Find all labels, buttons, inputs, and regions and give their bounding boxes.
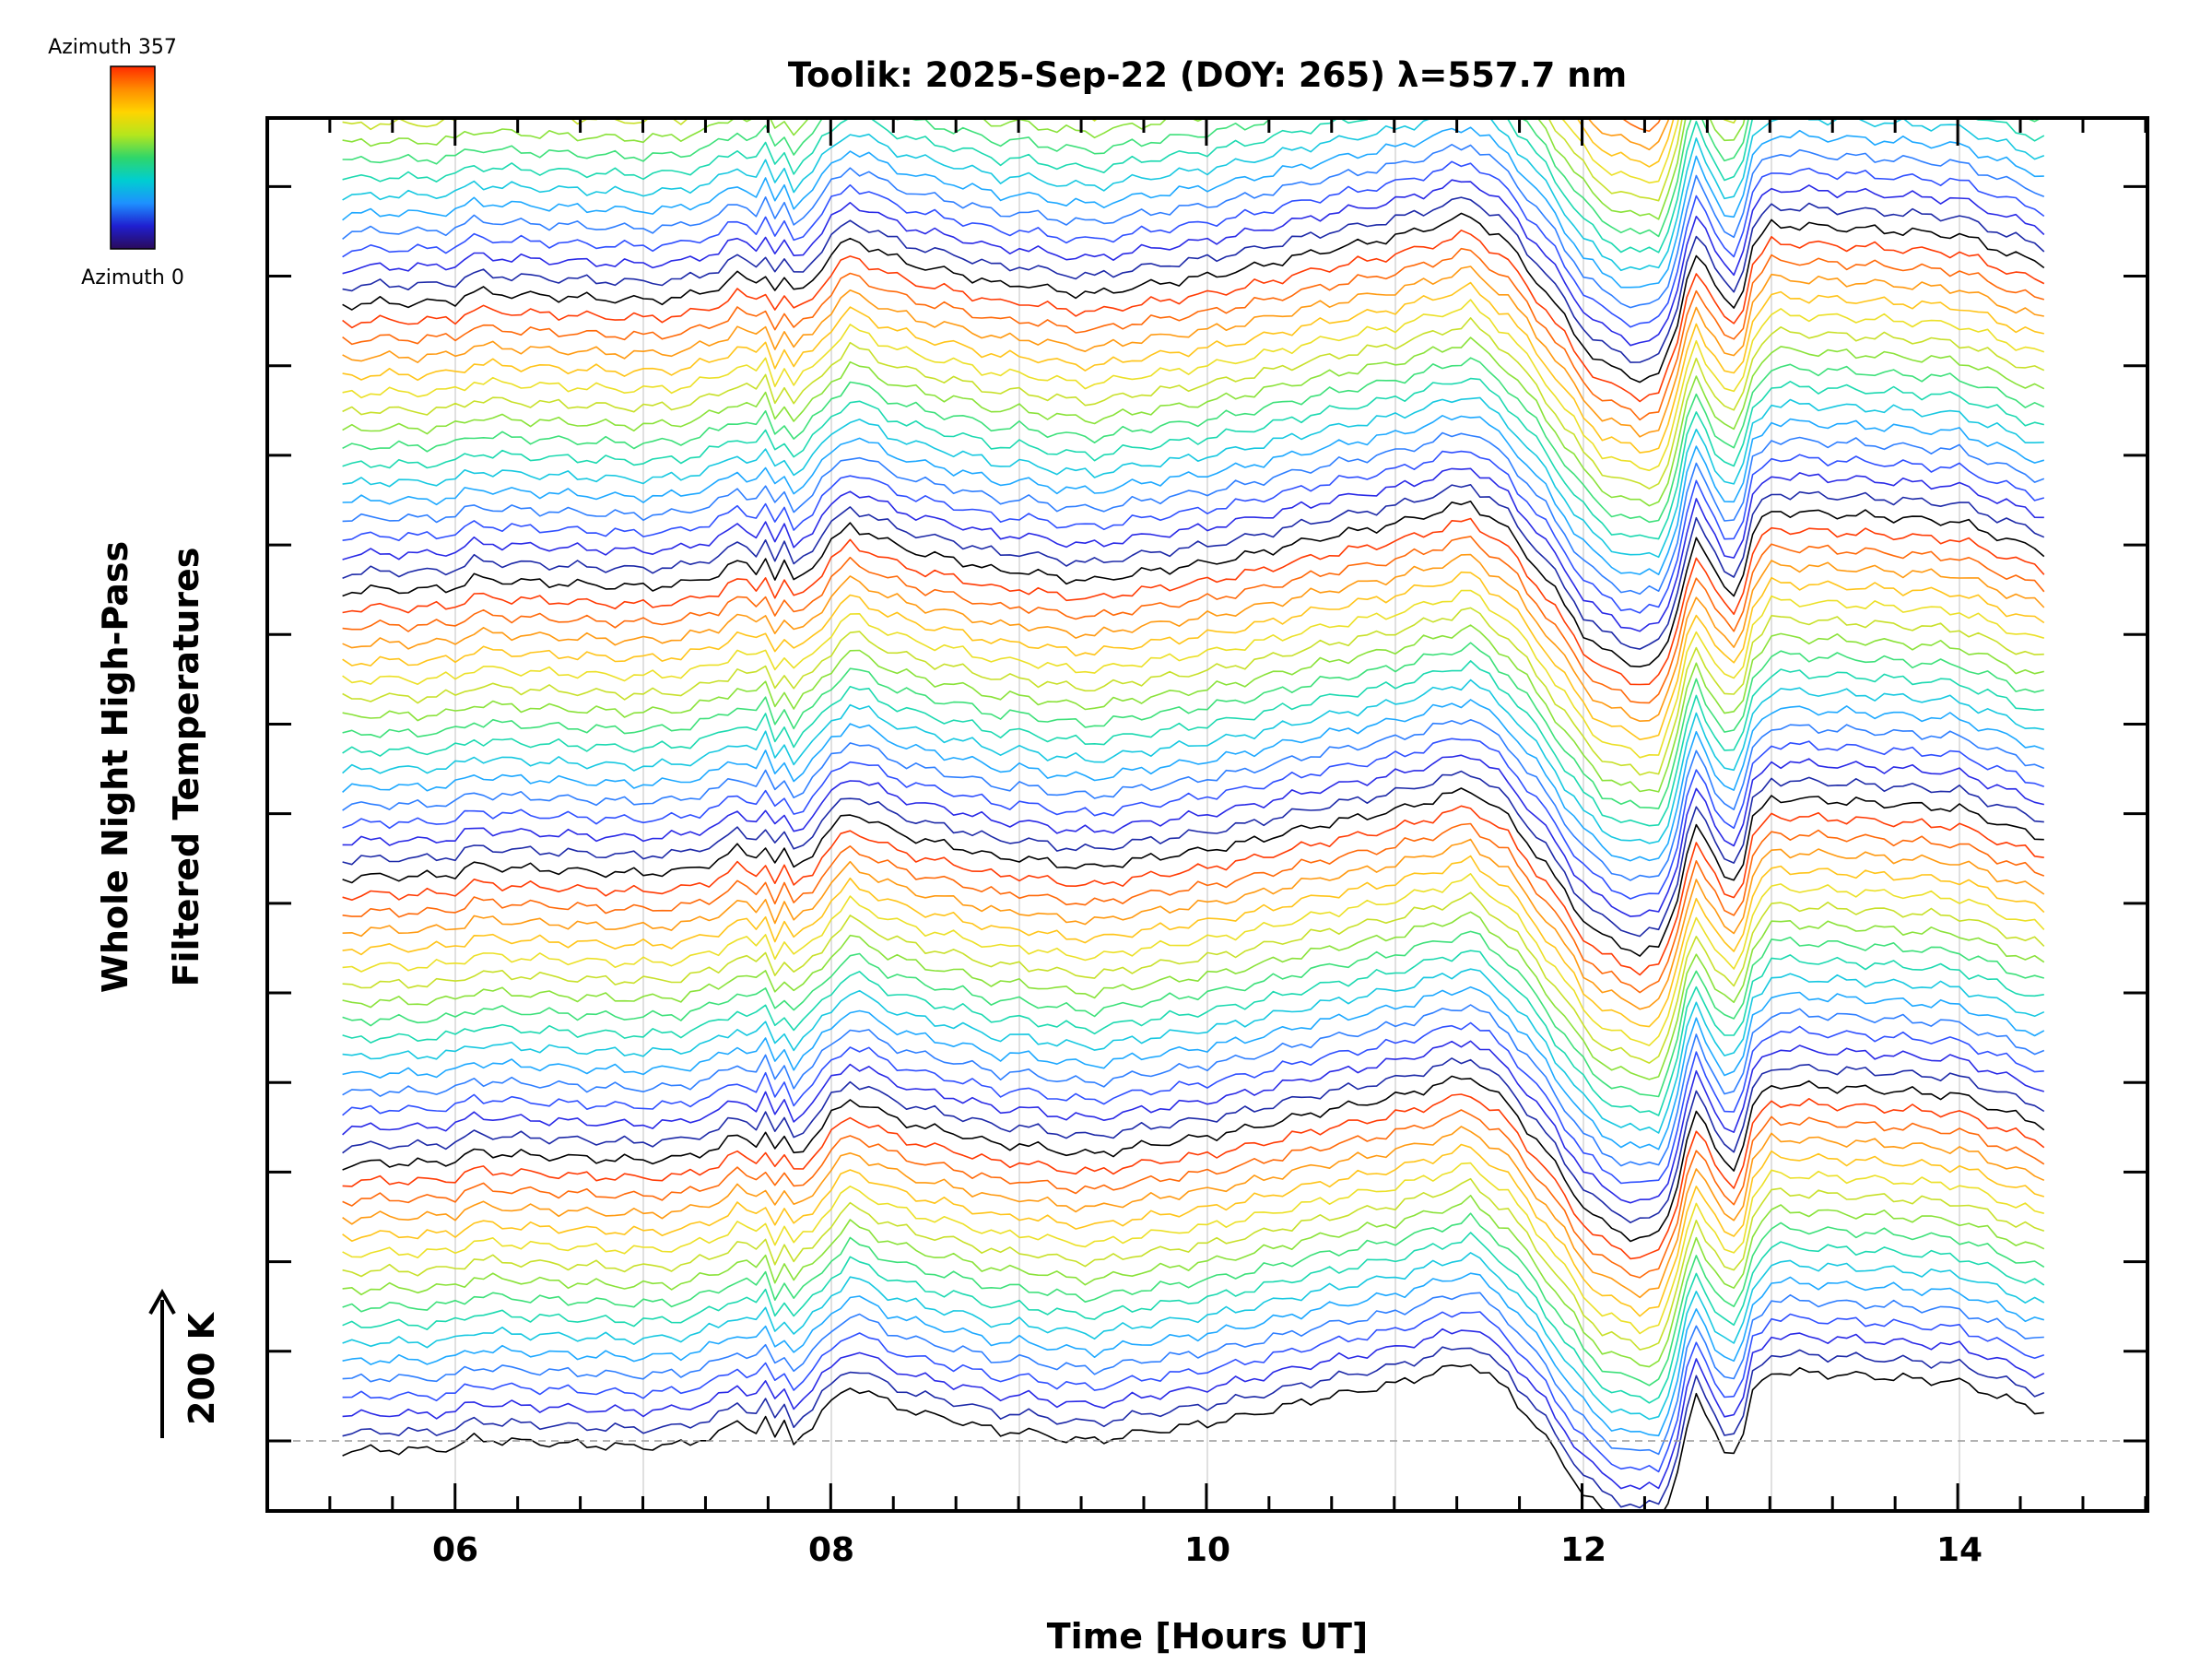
series-line-2 xyxy=(342,1328,2045,1490)
series-line-54 xyxy=(342,396,2044,559)
series-line-8 xyxy=(342,1212,2045,1387)
series-line-38 xyxy=(342,679,2044,844)
series-line-14 xyxy=(342,1109,2045,1279)
series-line-28 xyxy=(342,855,2045,1028)
series-line-56 xyxy=(342,357,2045,524)
series-line-61 xyxy=(342,266,2044,438)
series-line-16 xyxy=(342,1075,2045,1243)
series-line-68 xyxy=(342,144,2045,309)
series-line-22 xyxy=(342,968,2045,1134)
series-line-30 xyxy=(342,822,2045,994)
series-line-3 xyxy=(342,1311,2045,1473)
series-line-57 xyxy=(342,336,2045,507)
x-tick-label-2: 10 xyxy=(1184,1531,1230,1569)
series-line-60 xyxy=(342,281,2044,454)
series-line-51 xyxy=(342,450,2045,614)
x-tick-label-3: 12 xyxy=(1560,1531,1606,1569)
series-line-21 xyxy=(342,985,2045,1151)
series-line-18 xyxy=(342,1040,2045,1204)
y-axis-label-line2: Filtered Temperatures xyxy=(166,548,206,987)
series-line-4 xyxy=(342,1292,2044,1456)
series-line-69 xyxy=(342,126,2044,289)
series-line-72 xyxy=(342,118,2043,238)
series-line-7 xyxy=(342,1232,2045,1404)
colorbar xyxy=(110,65,156,250)
series-line-9 xyxy=(342,1195,2045,1368)
series-line-59 xyxy=(342,299,2045,472)
axis-ticks xyxy=(267,118,2147,1511)
series-line-23 xyxy=(342,950,2044,1116)
series-line-83 xyxy=(343,0,2044,41)
series-line-39 xyxy=(342,660,2044,827)
scale-bar-label: 200 K xyxy=(182,1311,222,1425)
series-group xyxy=(342,0,2045,1511)
series-line-34 xyxy=(342,754,2044,917)
series-line-71 xyxy=(342,118,2045,254)
series-line-12 xyxy=(342,1143,2045,1317)
series-line-35 xyxy=(342,738,2045,900)
series-line-5 xyxy=(342,1272,2045,1437)
series-line-1 xyxy=(342,1346,2045,1509)
x-tick-label-1: 08 xyxy=(808,1531,854,1569)
chart-title: Toolik: 2025-Sep-22 (DOY: 265) λ=557.7 n… xyxy=(788,55,1627,95)
series-line-31 xyxy=(342,805,2044,976)
series-line-27 xyxy=(342,873,2045,1046)
series-line-46 xyxy=(342,536,2045,704)
series-line-24 xyxy=(342,930,2045,1098)
series-line-66 xyxy=(342,179,2045,347)
series-line-55 xyxy=(342,377,2044,540)
series-line-48 xyxy=(342,501,2045,667)
series-line-50 xyxy=(342,467,2044,632)
x-tick-label-4: 14 xyxy=(1936,1531,1983,1569)
series-line-33 xyxy=(342,770,2044,938)
series-line-42 xyxy=(342,607,2044,776)
series-line-26 xyxy=(342,891,2045,1064)
series-line-25 xyxy=(342,911,2045,1080)
series-line-13 xyxy=(342,1126,2045,1299)
x-axis-label: Time [Hours UT] xyxy=(1047,1616,1369,1657)
series-line-43 xyxy=(342,589,2045,759)
series-line-41 xyxy=(342,624,2044,793)
series-line-19 xyxy=(342,1021,2044,1185)
colorbar-top-label: Azimuth 357 xyxy=(48,36,177,59)
scale-bar-arrow-head xyxy=(148,1288,176,1315)
series-line-64 xyxy=(342,212,2045,384)
series-line-84 xyxy=(343,0,2044,21)
scale-bar: 200 K xyxy=(148,1288,222,1438)
series-line-20 xyxy=(342,1004,2045,1167)
series-line-62 xyxy=(342,247,2045,421)
series-line-40 xyxy=(342,642,2044,809)
x-tick-labels: 06 08 10 12 14 xyxy=(432,1531,1983,1569)
series-line-45 xyxy=(342,553,2045,722)
series-line-65 xyxy=(342,196,2045,363)
series-line-36 xyxy=(342,719,2045,881)
series-line-29 xyxy=(342,838,2045,1010)
series-line-58 xyxy=(342,317,2045,490)
series-line-52 xyxy=(342,431,2045,596)
series-line-6 xyxy=(342,1252,2045,1421)
series-line-70 xyxy=(342,118,2045,272)
series-line-49 xyxy=(342,484,2045,650)
x-tick-label-0: 06 xyxy=(432,1531,478,1569)
series-line-63 xyxy=(342,230,2045,403)
series-line-15 xyxy=(342,1093,2045,1260)
series-line-11 xyxy=(342,1162,2044,1335)
series-line-53 xyxy=(342,415,2045,575)
series-line-44 xyxy=(342,571,2045,740)
series-line-85 xyxy=(343,0,2044,4)
series-line-75 xyxy=(1560,118,1680,184)
series-line-32 xyxy=(342,787,2044,957)
series-line-67 xyxy=(342,160,2045,328)
series-line-0 xyxy=(342,1363,2044,1511)
y-axis-label-line1: Whole Night High-Pass xyxy=(95,541,135,993)
series-line-17 xyxy=(342,1057,2045,1223)
series-line-37 xyxy=(342,699,2045,862)
series-line-74 xyxy=(342,118,1738,202)
series-line-47 xyxy=(342,517,2045,686)
series-line-82 xyxy=(343,0,2044,61)
series-line-10 xyxy=(342,1177,2045,1351)
colorbar-bottom-label: Azimuth 0 xyxy=(81,266,184,289)
